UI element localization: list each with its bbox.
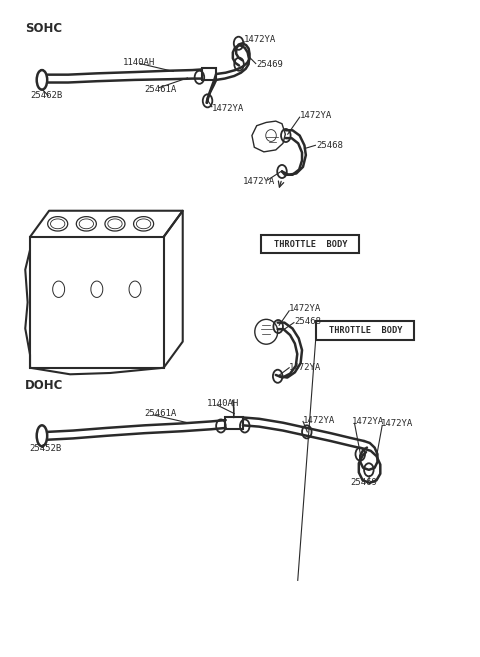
- Text: 25469: 25469: [257, 60, 284, 69]
- Bar: [202, 68, 216, 80]
- Text: DOHC: DOHC: [25, 379, 64, 392]
- Text: 25469: 25469: [351, 478, 377, 487]
- Text: 1140AH: 1140AH: [123, 58, 156, 68]
- Text: 1472YA: 1472YA: [289, 363, 322, 373]
- Text: 25468: 25468: [316, 141, 343, 150]
- Text: 25452B: 25452B: [29, 444, 61, 453]
- Text: 25462B: 25462B: [30, 91, 62, 100]
- Text: 1472YA: 1472YA: [381, 419, 413, 428]
- Text: 1472YA: 1472YA: [352, 417, 384, 426]
- FancyBboxPatch shape: [262, 235, 360, 253]
- Bar: [30, 237, 164, 368]
- FancyBboxPatch shape: [316, 321, 414, 340]
- Text: SOHC: SOHC: [25, 22, 62, 35]
- Text: 25461A: 25461A: [144, 409, 177, 418]
- Text: 1472YA: 1472YA: [242, 177, 275, 186]
- Text: THROTTLE  BODY: THROTTLE BODY: [274, 240, 347, 248]
- Text: 25461A: 25461A: [144, 85, 177, 94]
- Text: 1472YA: 1472YA: [300, 112, 332, 120]
- Text: 1472YA: 1472YA: [244, 35, 276, 44]
- Text: 1140AH: 1140AH: [206, 399, 239, 408]
- Text: 1472YA: 1472YA: [303, 416, 335, 424]
- Text: 1472YA: 1472YA: [211, 104, 244, 113]
- Text: 25468: 25468: [294, 317, 321, 326]
- Bar: [225, 417, 243, 429]
- Text: THROTTLE  BODY: THROTTLE BODY: [328, 326, 402, 335]
- Text: 1472YA: 1472YA: [289, 304, 322, 313]
